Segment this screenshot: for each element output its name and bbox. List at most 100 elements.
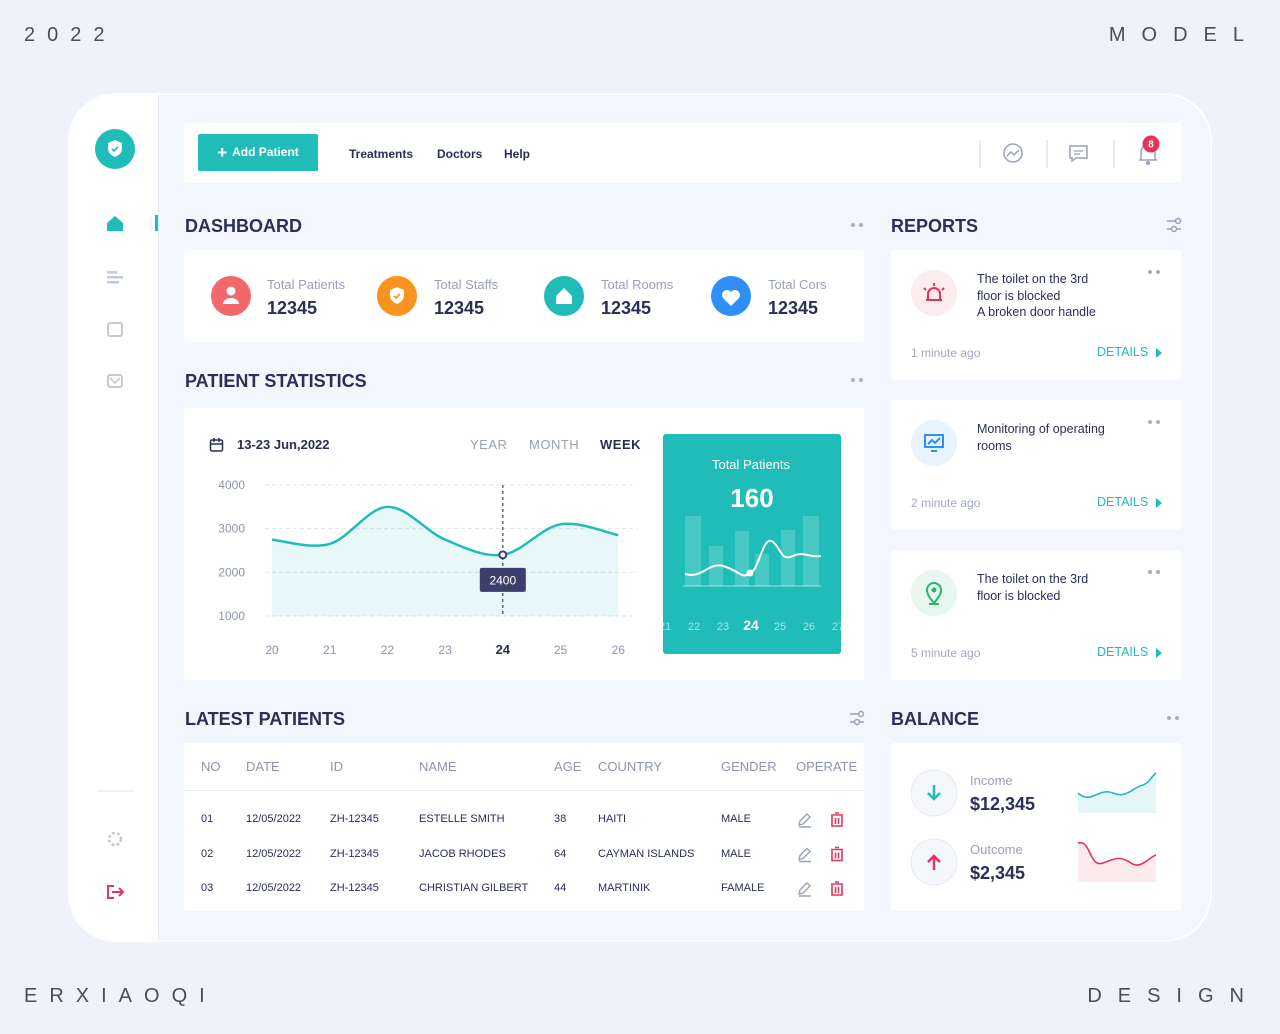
edit-icon[interactable] [798, 847, 811, 863]
mail-icon[interactable] [107, 374, 123, 388]
period-tab[interactable]: MONTH [529, 437, 580, 452]
day-label: 27 [832, 621, 841, 633]
column-header: OPERATE [796, 759, 858, 774]
stat-icons [211, 276, 751, 316]
add-patient-button[interactable]: + Add Patient [198, 134, 318, 171]
rooms-icon [544, 276, 584, 316]
delete-icon[interactable] [831, 846, 843, 862]
summary-graphic: Total Patients 160 21 22 23 24 25 26 27 [663, 457, 841, 633]
table-cell: ZH-12345 [330, 813, 379, 825]
date-range[interactable]: 13-23 Jun,2022 [237, 437, 330, 452]
y-tick-label: 2000 [218, 565, 245, 579]
line-area [272, 506, 619, 616]
table-cell: CHRISTIAN GILBERT [419, 882, 529, 894]
nav-link[interactable]: Doctors [437, 147, 483, 161]
edit-icon[interactable] [798, 882, 811, 897]
day-label: 21 [663, 621, 671, 633]
topbar-icons: 8 [979, 135, 1160, 168]
section-title: PATIENT STATISTICS [185, 371, 367, 391]
corner-text: 2022 [24, 24, 117, 46]
table-cell: 38 [554, 813, 567, 825]
plus-icon: + [217, 143, 228, 162]
table-cell: 12/05/2022 [246, 813, 302, 825]
patients-icon [211, 276, 251, 316]
more-menu[interactable] [1148, 420, 1162, 424]
table-divider [184, 790, 864, 791]
icon-glyph [923, 283, 945, 301]
column-header: ID [330, 759, 343, 774]
more-menu[interactable] [851, 378, 865, 382]
day-label: 25 [774, 621, 786, 633]
column-header: COUNTRY [598, 759, 663, 774]
income-sparkline-fill [1078, 773, 1156, 813]
logout-icon[interactable] [107, 885, 125, 899]
delete-icon[interactable] [831, 881, 843, 896]
report-text: A broken door handle [977, 305, 1096, 319]
y-tick-label: 3000 [218, 522, 245, 536]
section-title: LATEST PATIENTS [185, 709, 345, 729]
more-menu[interactable] [1167, 716, 1181, 720]
table-cell: MALE [721, 813, 751, 825]
calendar-icon [209, 438, 224, 452]
column-header: NAME [419, 759, 457, 774]
line-chart: 1000 2000 3000 4000 20 21 22 23 24 25 26 2400 [218, 478, 637, 657]
table-cell: FAMALE [721, 882, 765, 894]
message-icon[interactable] [1069, 145, 1088, 163]
more-menu[interactable] [851, 223, 865, 227]
report-text: The toilet on the 3rd [977, 572, 1089, 586]
details-arrow [1156, 348, 1162, 358]
filter-icon[interactable] [849, 710, 865, 726]
line [271, 505, 619, 557]
more-menu[interactable] [1148, 270, 1162, 274]
report-icon [911, 570, 957, 616]
arrow-glyph [1156, 648, 1162, 658]
report-time: 5 minute ago [911, 646, 981, 660]
details-link[interactable]: DETAILS [1097, 495, 1149, 509]
table-cell: 44 [554, 882, 567, 894]
table-cell: HAITI [598, 813, 627, 825]
period-tab-active[interactable]: WEEK [600, 437, 641, 452]
icon-dot [931, 587, 937, 593]
table-cell: 12/05/2022 [246, 882, 302, 894]
column-header: NO [201, 759, 221, 774]
nav-link[interactable]: Help [504, 147, 531, 161]
summary-value: 160 [730, 483, 773, 513]
x-tick-label-active: 24 [496, 642, 511, 657]
section-title: REPORTS [891, 216, 979, 236]
report-text: Monitoring of operating [977, 422, 1105, 436]
list-icon[interactable] [107, 271, 123, 284]
stat-label: Total Rooms [601, 277, 674, 292]
details-link[interactable]: DETAILS [1097, 345, 1149, 359]
filter-icon[interactable] [1166, 217, 1182, 233]
corner-text: MODEL [1108, 24, 1260, 46]
x-tick-label: 26 [612, 643, 626, 657]
stat-label: Total Staffs [434, 277, 499, 292]
arrow-glyph [1156, 348, 1162, 358]
corner-text: ERXIAOQI [24, 985, 217, 1007]
calendar-icon[interactable] [107, 322, 123, 337]
activity-icon[interactable] [1003, 143, 1023, 163]
table-cell: JACOB RHODES [419, 847, 506, 860]
details-link[interactable]: DETAILS [1097, 645, 1149, 659]
home-icon[interactable] [107, 216, 123, 231]
summary-card [663, 434, 841, 654]
settings-icon[interactable] [107, 831, 123, 847]
outcome-sparkline [1077, 842, 1157, 866]
table-cell: 64 [554, 847, 567, 860]
table-cell: 03 [201, 882, 214, 894]
edit-icon[interactable] [798, 813, 811, 828]
nav-link[interactable]: Treatments [349, 147, 414, 161]
section-title: DASHBOARD [185, 216, 302, 236]
table-cell: ESTELLE SMITH [419, 813, 505, 825]
report-text: floor is blocked [977, 588, 1061, 603]
report-icon [911, 420, 957, 466]
corner-text: DESIGN [1087, 985, 1260, 1007]
report-text: The toilet on the 3rd [977, 272, 1089, 286]
icon-glyph [925, 582, 943, 605]
delete-icon[interactable] [831, 812, 843, 827]
icon-bg [911, 570, 957, 616]
period-tab[interactable]: YEAR [470, 437, 508, 452]
more-menu[interactable] [1148, 570, 1162, 574]
report-time: 2 minute ago [911, 496, 981, 510]
table-cell: CAYMAN ISLANDS [598, 847, 695, 860]
